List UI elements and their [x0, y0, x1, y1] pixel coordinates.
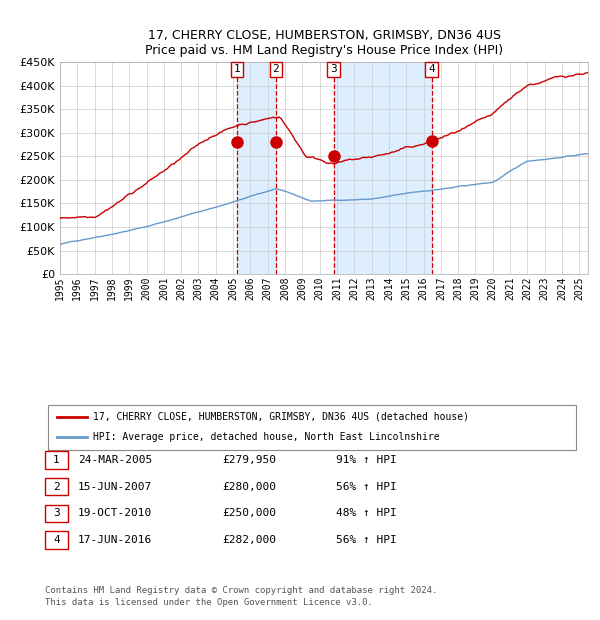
Text: HPI: Average price, detached house, North East Lincolnshire: HPI: Average price, detached house, Nort… — [93, 432, 440, 443]
Text: This data is licensed under the Open Government Licence v3.0.: This data is licensed under the Open Gov… — [45, 598, 373, 607]
Text: Contains HM Land Registry data © Crown copyright and database right 2024.: Contains HM Land Registry data © Crown c… — [45, 586, 437, 595]
Text: 2: 2 — [272, 64, 279, 74]
Bar — [334, 62, 431, 274]
Text: 17, CHERRY CLOSE, HUMBERSTON, GRIMSBY, DN36 4US (detached house): 17, CHERRY CLOSE, HUMBERSTON, GRIMSBY, D… — [93, 412, 469, 422]
Text: 2: 2 — [53, 482, 60, 492]
Text: 48% ↑ HPI: 48% ↑ HPI — [336, 508, 397, 518]
Text: 4: 4 — [53, 535, 60, 545]
Text: 91% ↑ HPI: 91% ↑ HPI — [336, 455, 397, 465]
Text: 17-JUN-2016: 17-JUN-2016 — [78, 535, 152, 545]
Text: 1: 1 — [53, 455, 60, 465]
Bar — [237, 62, 276, 274]
Title: 17, CHERRY CLOSE, HUMBERSTON, GRIMSBY, DN36 4US
Price paid vs. HM Land Registry': 17, CHERRY CLOSE, HUMBERSTON, GRIMSBY, D… — [145, 29, 503, 56]
Text: 19-OCT-2010: 19-OCT-2010 — [78, 508, 152, 518]
Text: £282,000: £282,000 — [222, 535, 276, 545]
Text: 3: 3 — [53, 508, 60, 518]
Text: 3: 3 — [330, 64, 337, 74]
Text: 24-MAR-2005: 24-MAR-2005 — [78, 455, 152, 465]
Text: £279,950: £279,950 — [222, 455, 276, 465]
Text: 15-JUN-2007: 15-JUN-2007 — [78, 482, 152, 492]
Text: 56% ↑ HPI: 56% ↑ HPI — [336, 482, 397, 492]
Text: 4: 4 — [428, 64, 435, 74]
Text: £280,000: £280,000 — [222, 482, 276, 492]
Text: 1: 1 — [234, 64, 241, 74]
Text: 56% ↑ HPI: 56% ↑ HPI — [336, 535, 397, 545]
Text: £250,000: £250,000 — [222, 508, 276, 518]
